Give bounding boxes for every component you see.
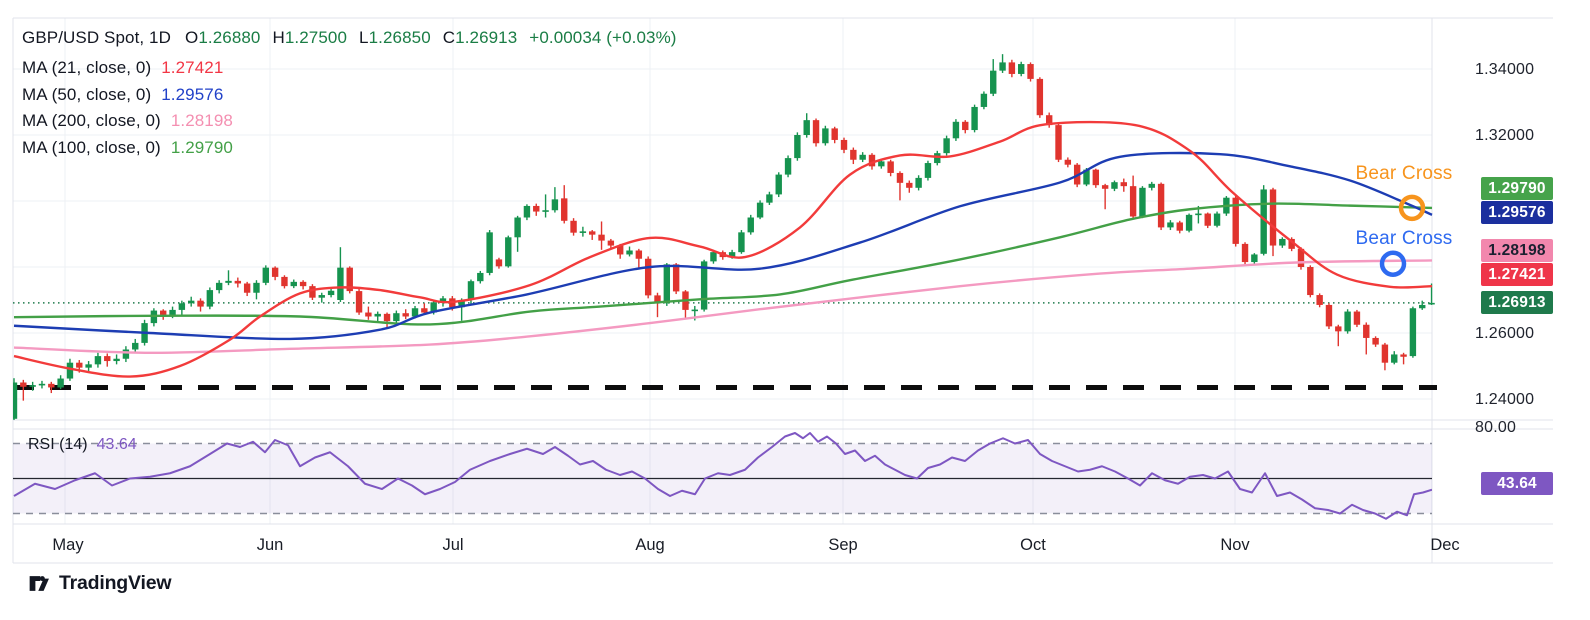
- ma50-price-badge: 1.29576: [1481, 201, 1553, 224]
- ma200-line: [13, 259, 1433, 355]
- rsi-scale-top-tick: 80.00: [1475, 419, 1517, 436]
- month-tick: Dec: [1430, 536, 1460, 554]
- bear-cross-ring: [1379, 250, 1407, 277]
- ohlc-low: L1.26850: [359, 28, 431, 47]
- ma-legend-row-200[interactable]: MA (200, close, 0) 1.28198: [22, 111, 233, 130]
- ma-legend-row-21[interactable]: MA (21, close, 0) 1.27421: [22, 58, 224, 77]
- price-tick: 1.32000: [1475, 127, 1535, 144]
- ohlc-high: H1.27500: [272, 28, 348, 47]
- candlesticks: [13, 54, 1435, 420]
- ohlc-open: O1.26880: [185, 28, 261, 47]
- ma50-line: [13, 151, 1433, 341]
- rsi-legend-row[interactable]: RSI (14) 43.64: [28, 436, 137, 454]
- change-value: +0.00034 (+0.03%): [529, 28, 677, 47]
- bear-cross-label-orange[interactable]: Bear Cross: [1355, 163, 1453, 184]
- bear-cross-ring: [1398, 194, 1426, 222]
- month-tick: Jul: [442, 536, 464, 554]
- price-tick: 1.26000: [1475, 325, 1535, 342]
- tradingview-logo[interactable]: TradingView: [28, 572, 172, 595]
- rsi-line: [13, 432, 1432, 520]
- month-tick: May: [52, 536, 84, 554]
- month-tick: Jun: [256, 536, 284, 554]
- rsi-label: RSI (14): [28, 436, 88, 453]
- bear-cross-label-blue[interactable]: Bear Cross: [1355, 228, 1453, 249]
- month-tick: Sep: [828, 536, 858, 554]
- ma100-price-badge: 1.29790: [1481, 177, 1553, 200]
- month-tick: Aug: [635, 536, 665, 554]
- last-price-badge: 1.26913: [1481, 291, 1553, 314]
- rsi-value-badge: 43.64: [1481, 472, 1553, 495]
- month-tick: Oct: [1020, 536, 1046, 554]
- rsi-value: 43.64: [96, 436, 137, 453]
- ma-legend-row-100[interactable]: MA (100, close, 0) 1.29790: [22, 138, 233, 157]
- ma-legend-row-50[interactable]: MA (50, close, 0) 1.29576: [22, 85, 224, 104]
- symbol-title: GBP/USD Spot, 1D: [22, 28, 171, 47]
- ma21-line: [13, 120, 1433, 378]
- price-tick: 1.34000: [1475, 61, 1535, 78]
- tradingview-logo-text: TradingView: [59, 572, 172, 594]
- ma21-price-badge: 1.27421: [1481, 263, 1553, 286]
- symbol-legend-row[interactable]: GBP/USD Spot, 1D O1.26880 H1.27500 L1.26…: [22, 28, 677, 48]
- ohlc-close: C1.26913: [442, 28, 518, 47]
- ma200-price-badge: 1.28198: [1481, 239, 1553, 262]
- month-tick: Nov: [1220, 536, 1250, 554]
- ma100-line: [13, 202, 1433, 326]
- tradingview-glyph-icon: [29, 576, 49, 591]
- price-tick: 1.24000: [1475, 391, 1535, 408]
